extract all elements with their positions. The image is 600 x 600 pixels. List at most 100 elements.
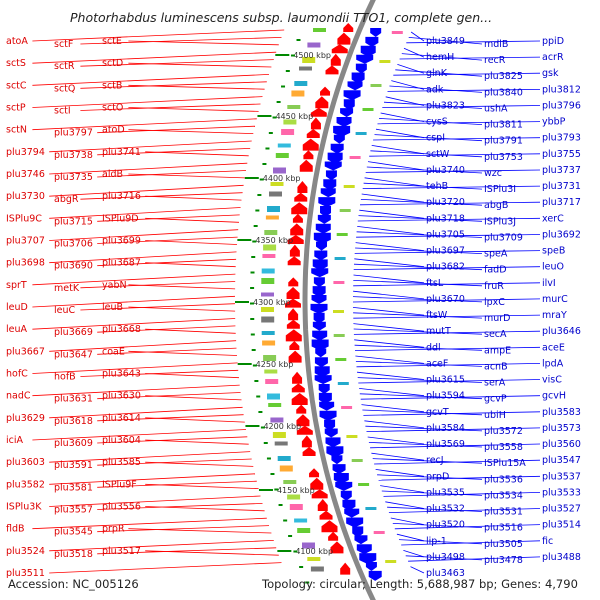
forward-gene-arrow: [289, 244, 300, 257]
leader-line: [145, 461, 254, 467]
leader-line: [49, 406, 243, 419]
forward-gene-arrow: [302, 138, 319, 151]
feature-slice: [283, 119, 297, 125]
leader-line: [399, 56, 541, 60]
feature-slice: [283, 480, 297, 484]
leader-line: [80, 81, 267, 89]
reverse-gene-arrow: [314, 366, 330, 378]
gene-label: plu3741: [102, 147, 141, 158]
leader-line: [128, 40, 279, 46]
reverse-gene-arrow: [370, 28, 382, 37]
gene-label: mutT: [426, 326, 451, 337]
gene-label: plu3478: [484, 555, 523, 566]
leader-line: [358, 215, 483, 222]
position-ticks: 4500 kbp 4450 kbp 4400 kbp 4350 kbp 4300 kbp…: [235, 39, 333, 584]
leader-line: [362, 409, 483, 416]
feature-slice-inner: [349, 156, 361, 159]
gene-label: mraY: [542, 310, 567, 321]
leader-line: [356, 363, 541, 368]
gene-label: plu3511: [6, 568, 45, 579]
gene-label: plu3631: [54, 394, 93, 405]
leader-line: [359, 209, 425, 219]
forward-gene-arrow: [330, 53, 341, 66]
reverse-gene-arrow: [314, 250, 328, 261]
leader-line: [353, 280, 483, 287]
feature-slice: [297, 528, 311, 533]
gene-label: plu3594: [426, 391, 465, 402]
leader-line: [375, 469, 425, 477]
gene-label: hofC: [6, 369, 28, 380]
feature-slice: [299, 66, 312, 71]
gene-label: ISPlu9C: [6, 213, 42, 224]
forward-gene-arrow: [328, 531, 339, 541]
gene-label: aceE: [542, 342, 565, 353]
feature-slice: [261, 268, 275, 274]
feature-slice-inner: [346, 435, 358, 438]
leader-line: [383, 101, 483, 109]
reverse-gene-arrow: [365, 562, 377, 571]
feature-slice: [270, 182, 284, 186]
tick-label: 4150 kbp: [277, 486, 315, 495]
gene-label: murD: [484, 313, 511, 324]
gene-label: plu3740: [426, 165, 465, 176]
gene-label: mdlB: [484, 39, 508, 50]
leader-line: [360, 199, 483, 206]
leader-line: [145, 195, 242, 201]
feature-slice-inner: [379, 60, 391, 63]
gene-label: plu3584: [426, 423, 465, 434]
forward-gene-arrow: [286, 287, 300, 299]
feature-slice-inner: [333, 334, 345, 337]
gene-label: plu3737: [542, 165, 581, 176]
feature-slice: [310, 566, 324, 572]
reverse-gene-arrow: [344, 508, 360, 518]
feature-slice: [302, 57, 316, 63]
reverse-gene-arrow: [332, 464, 346, 475]
leader-line: [145, 217, 240, 223]
gene-label: sctF: [54, 39, 73, 50]
reverse-gene-arrow: [330, 143, 344, 154]
leader-line: [145, 550, 279, 556]
feature-slice: [294, 518, 308, 523]
gene-label: sctR: [54, 61, 75, 72]
forward-gene-arrow: [343, 23, 354, 32]
leader-line: [353, 263, 483, 271]
forward-gene-arrow: [320, 86, 331, 96]
forward-gene-arrow: [290, 223, 304, 236]
reverse-gene-arrow: [343, 99, 355, 111]
leader-line: [396, 533, 425, 542]
feature-slice: [261, 331, 275, 335]
feature-slice: [263, 244, 277, 251]
gene-label: coaE: [102, 346, 125, 357]
leader-line: [97, 125, 256, 134]
gene-label: plu3536: [484, 474, 523, 485]
gene-label: gcvT: [426, 407, 449, 418]
gene-label: lpxC: [484, 297, 505, 308]
gene-label: plu3698: [6, 258, 45, 269]
gene-label: plu3517: [102, 546, 141, 557]
leader-line: [374, 459, 541, 465]
leader-line: [378, 475, 541, 481]
reverse-gene-arrow: [326, 446, 344, 458]
feature-slice: [302, 542, 315, 549]
reverse-gene-arrow: [319, 401, 335, 411]
leader-line: [49, 495, 261, 507]
leader-line: [410, 566, 425, 574]
leader-line: [383, 492, 541, 497]
feature-slice: [294, 81, 308, 86]
leader-line: [377, 474, 483, 480]
leader-line: [372, 458, 483, 464]
leader-line: [353, 312, 483, 319]
leader-line: [80, 369, 239, 377]
reverse-gene-arrow: [315, 348, 327, 358]
leader-line: [385, 501, 425, 509]
feature-slice: [272, 432, 286, 438]
leader-line: [49, 184, 244, 197]
feature-slice: [277, 143, 291, 148]
gene-label: sprT: [6, 280, 27, 291]
gene-label: plu3534: [484, 490, 523, 501]
leader-line: [388, 508, 541, 513]
gene-label: plu3463: [426, 568, 465, 579]
leader-line: [373, 137, 541, 141]
leader-line: [32, 517, 267, 530]
leader-line: [32, 96, 263, 108]
